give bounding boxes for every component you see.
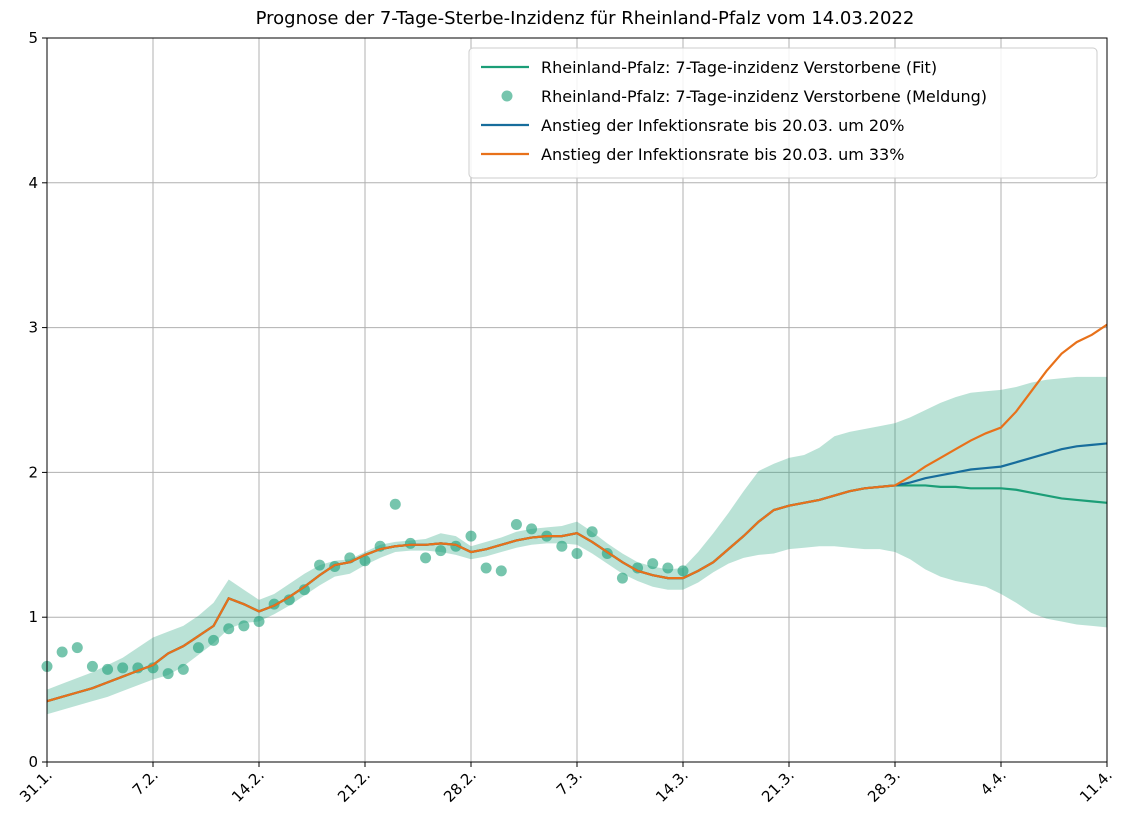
series-line	[46, 323, 1108, 703]
y-tick-label: 0	[28, 753, 38, 771]
data-point	[677, 565, 689, 577]
x-tick-label: 28.3.	[864, 766, 904, 806]
x-tick-label: 7.2.	[129, 766, 162, 799]
data-point	[510, 519, 522, 531]
plot-frame	[46, 37, 1108, 763]
y-tick-label: 2	[28, 463, 38, 481]
data-point	[314, 559, 326, 571]
data-point	[389, 498, 401, 510]
x-tick-label: 21.3.	[758, 766, 798, 806]
data-point	[526, 523, 538, 535]
x-tick-label: 14.2.	[228, 766, 268, 806]
data-point	[662, 562, 674, 574]
legend-label: Rheinland-Pfalz: 7-Tage-inzidenz Verstor…	[541, 87, 987, 106]
x-tick-label: 4.4.	[977, 766, 1010, 799]
data-point	[465, 530, 477, 542]
data-point	[253, 616, 265, 628]
data-point	[571, 547, 583, 559]
y-tick-label: 4	[28, 174, 38, 192]
y-tick-label: 1	[28, 608, 38, 626]
data-point	[208, 634, 220, 646]
data-point	[435, 545, 447, 557]
y-tick-label: 5	[28, 29, 38, 47]
x-tick-label: 28.2.	[440, 766, 480, 806]
x-tick-label: 31.1.	[16, 766, 56, 806]
data-point	[223, 623, 235, 635]
data-point	[177, 663, 189, 675]
y-tick-label: 3	[28, 319, 38, 337]
data-point	[86, 660, 98, 672]
data-point	[495, 565, 507, 577]
data-point	[162, 668, 174, 680]
legend-label: Anstieg der Infektionsrate bis 20.03. um…	[541, 116, 904, 135]
legend-box	[468, 47, 1098, 179]
x-tick-label: 14.3.	[652, 766, 692, 806]
data-point	[192, 642, 204, 654]
chart-title: Prognose der 7-Tage-Sterbe-Inzidenz für …	[256, 8, 915, 29]
confidence-band	[47, 376, 1107, 715]
data-point	[117, 662, 129, 674]
legend-label: Rheinland-Pfalz: 7-Tage-inzidenz Verstor…	[541, 58, 937, 77]
x-tick-label: 21.2.	[334, 766, 374, 806]
data-point	[56, 646, 68, 658]
data-point	[420, 552, 432, 564]
data-point	[586, 526, 598, 538]
data-point	[71, 642, 83, 654]
legend-marker	[501, 90, 513, 102]
data-point	[298, 584, 310, 596]
x-tick-label: 7.3.	[553, 766, 586, 799]
data-point	[616, 572, 628, 584]
data-point	[238, 620, 250, 632]
data-point	[359, 555, 371, 567]
data-point	[283, 594, 295, 606]
data-point	[480, 562, 492, 574]
data-point	[647, 558, 659, 570]
data-point	[404, 537, 416, 549]
legend-label: Anstieg der Infektionsrate bis 20.03. um…	[541, 145, 904, 164]
x-tick-label: 11.4.	[1076, 766, 1116, 806]
data-point	[556, 540, 568, 552]
data-point	[102, 663, 114, 675]
